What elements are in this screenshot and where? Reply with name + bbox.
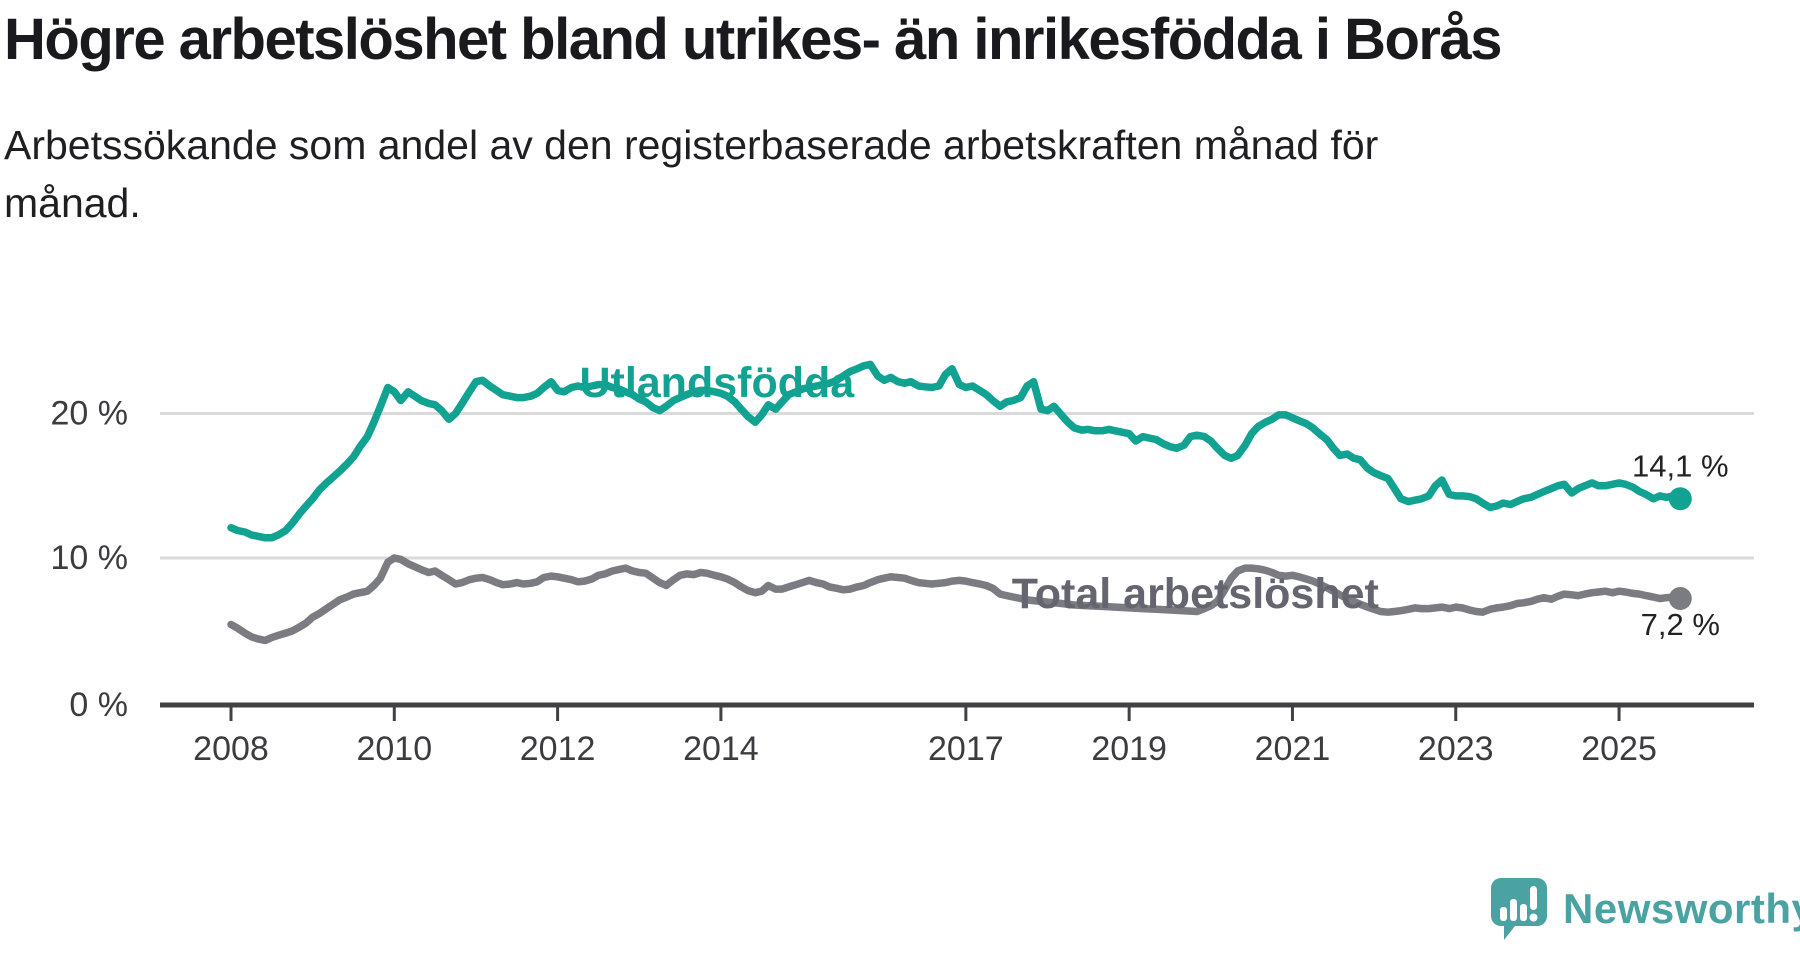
series-line-utlandsfodda: [227, 360, 1685, 542]
x-tick-label-2025: 2025: [1581, 730, 1657, 768]
newsworthy-logo: Newsworthy: [1483, 872, 1800, 946]
end-value-label-total: 7,2 %: [1641, 607, 1720, 642]
end-dot-utlandsfodda: [1668, 487, 1692, 511]
x-tick-label-2019: 2019: [1091, 730, 1167, 768]
chart-subtitle: Arbetssökande som andel av den registerb…: [4, 121, 1379, 227]
x-tick-label-2008: 2008: [193, 730, 269, 768]
page-title: Högre arbetslöshet bland utrikes- än inr…: [4, 7, 1502, 72]
x-tick-label-2014: 2014: [683, 730, 759, 768]
x-tick-label-2010: 2010: [356, 730, 432, 768]
series-label-utlandsfodda: Utlandsfödda: [579, 359, 855, 407]
chart-header: Högre arbetslöshet bland utrikes- än inr…: [4, 8, 1784, 232]
y-tick-label-0: 0 %: [69, 686, 128, 724]
x-tick-label-2012: 2012: [520, 730, 596, 768]
series-label-total: Total arbetslöshet: [1012, 570, 1379, 618]
y-tick-label-10: 10 %: [51, 539, 129, 577]
end-value-label-utlandsfodda: 14,1 %: [1632, 448, 1729, 483]
newsworthy-wordmark: Newsworthy: [1563, 885, 1800, 932]
x-tick-label-2023: 2023: [1418, 730, 1494, 768]
y-tick-label-20: 20 %: [51, 395, 129, 433]
series-line-total: [227, 554, 1685, 645]
end-dot-total: [1668, 586, 1692, 610]
x-tick-label-2017: 2017: [928, 730, 1004, 768]
x-tick-label-2021: 2021: [1255, 730, 1331, 768]
newsworthy-bubble-icon: [1491, 878, 1547, 940]
